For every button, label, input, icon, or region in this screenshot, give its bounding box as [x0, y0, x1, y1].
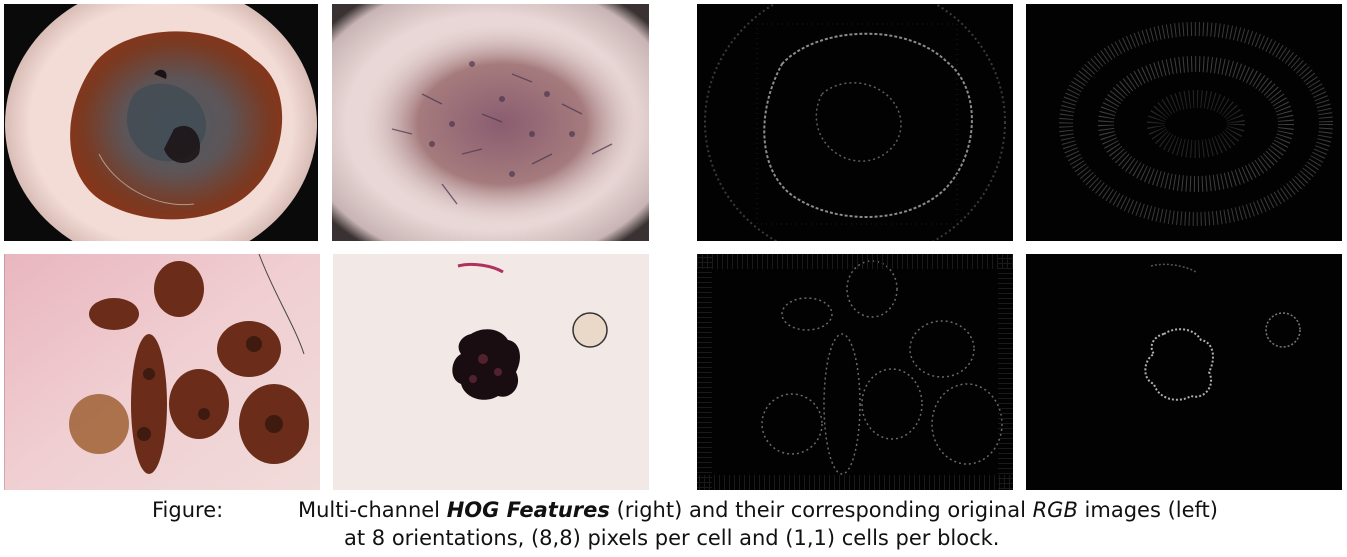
hog-feature-map-icon [697, 254, 1013, 490]
caption-line-2: at 8 orientations, (8,8) pixels per cell… [344, 526, 1000, 550]
hog-feature-map-icon [1026, 4, 1342, 241]
rgb-image-4 [333, 254, 649, 490]
hog-image-3 [697, 254, 1013, 490]
hog-feature-map-icon [697, 4, 1013, 241]
dermoscopy-lesion-icon [333, 254, 649, 490]
caption-emphasis: HOG Features [446, 498, 610, 522]
hog-image-4 [1026, 254, 1342, 490]
rgb-image-1 [4, 4, 318, 241]
hog-feature-map-icon [1026, 254, 1342, 490]
rgb-image-2 [332, 4, 649, 241]
hog-image-1 [697, 4, 1013, 241]
rgb-image-3 [4, 254, 320, 490]
hog-image-2 [1026, 4, 1342, 241]
caption-label: Figure: [152, 498, 224, 522]
dermoscopy-lesion-icon [332, 4, 649, 241]
dermoscopy-lesion-icon [4, 4, 318, 241]
caption-rgb: RGB [1032, 498, 1078, 522]
dermoscopy-lesion-icon [4, 254, 320, 490]
caption-line-1: Multi-channel HOG Features (right) and t… [298, 498, 1218, 522]
